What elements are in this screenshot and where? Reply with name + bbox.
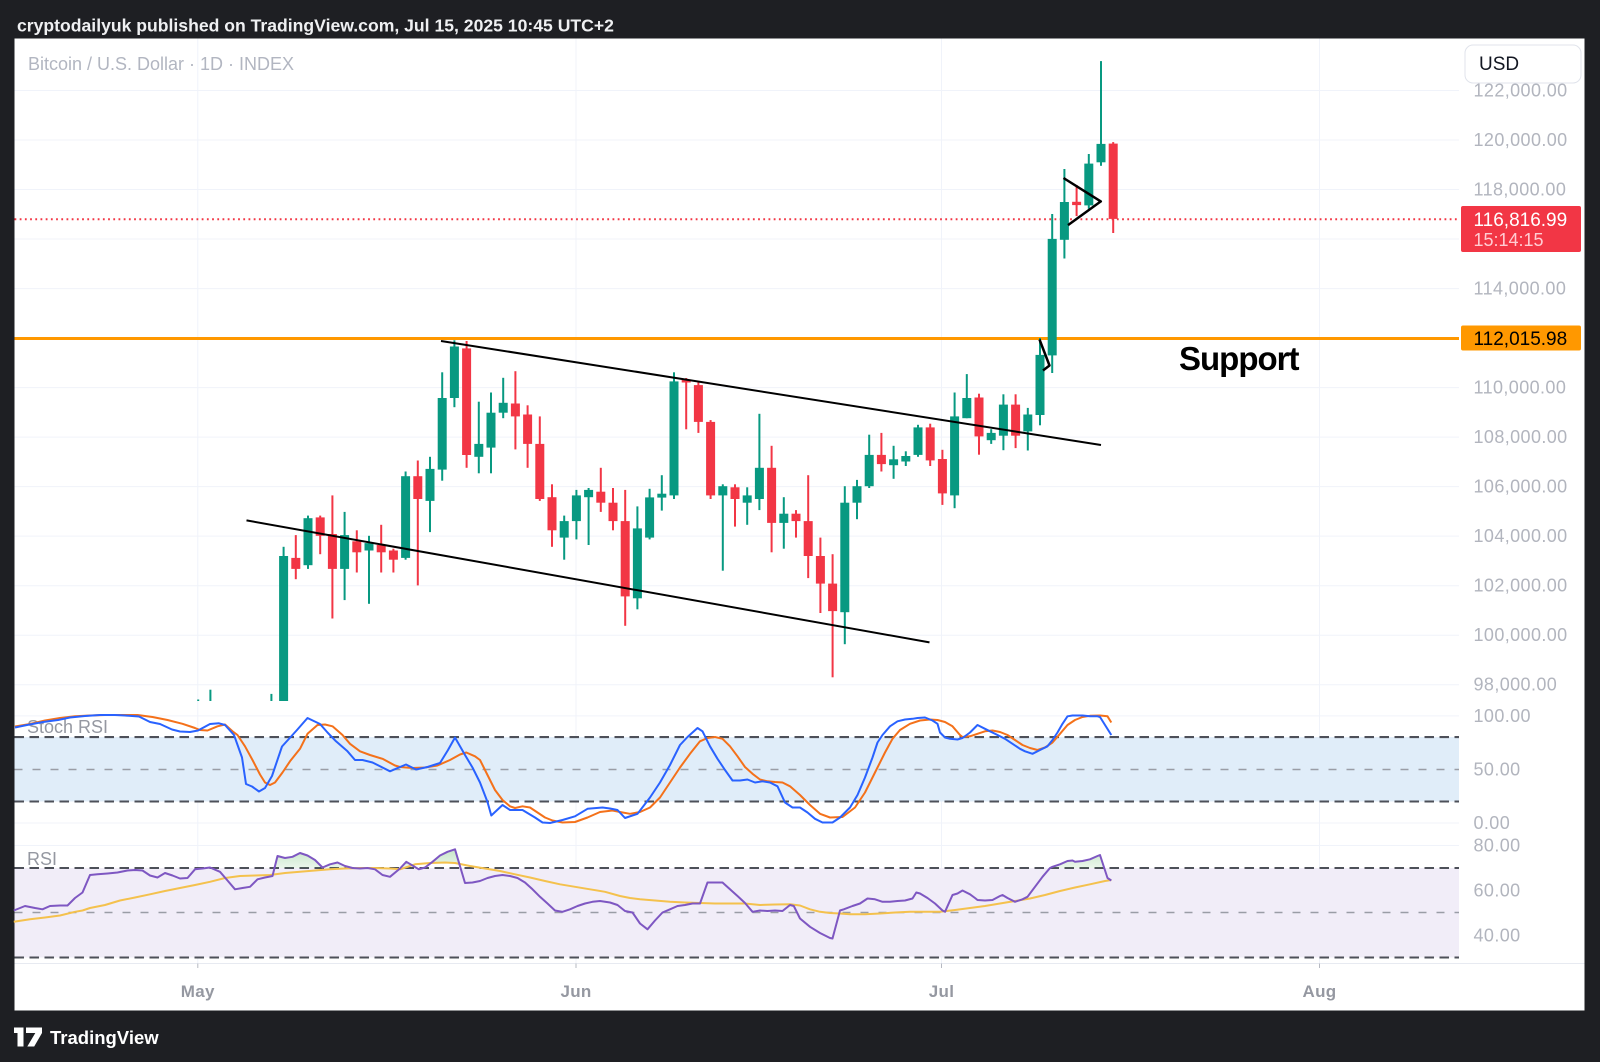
svg-text:Bitcoin / U.S. Dollar · 1D · I: Bitcoin / U.S. Dollar · 1D · INDEX [28, 54, 294, 74]
svg-text:122,000.00: 122,000.00 [1474, 81, 1568, 101]
svg-text:0.00: 0.00 [1474, 813, 1511, 833]
svg-text:116,816.99: 116,816.99 [1474, 210, 1568, 231]
svg-text:USD: USD [1479, 54, 1519, 75]
svg-text:May: May [181, 982, 215, 1001]
svg-text:TradingView: TradingView [50, 1027, 159, 1048]
svg-text:100,000.00: 100,000.00 [1474, 625, 1568, 645]
svg-text:118,000.00: 118,000.00 [1474, 180, 1567, 200]
svg-text:cryptodailyuk published on Tra: cryptodailyuk published on TradingView.c… [17, 16, 614, 36]
svg-text:60.00: 60.00 [1474, 881, 1521, 901]
svg-text:Jul: Jul [929, 982, 954, 1001]
svg-text:104,000.00: 104,000.00 [1474, 526, 1568, 546]
svg-text:15:14:15: 15:14:15 [1474, 230, 1544, 250]
svg-text:108,000.00: 108,000.00 [1474, 427, 1568, 447]
svg-text:Support: Support [1179, 340, 1299, 377]
svg-text:120,000.00: 120,000.00 [1474, 130, 1568, 150]
svg-text:98,000.00: 98,000.00 [1474, 675, 1558, 695]
svg-text:110,000.00: 110,000.00 [1474, 378, 1567, 398]
svg-text:102,000.00: 102,000.00 [1474, 576, 1568, 596]
svg-text:Jun: Jun [560, 982, 591, 1001]
svg-text:Stoch RSI: Stoch RSI [27, 717, 108, 737]
svg-text:50.00: 50.00 [1474, 760, 1521, 780]
svg-text:106,000.00: 106,000.00 [1474, 477, 1568, 497]
svg-text:Aug: Aug [1303, 982, 1337, 1001]
svg-text:114,000.00: 114,000.00 [1474, 279, 1567, 299]
svg-text:80.00: 80.00 [1474, 836, 1521, 856]
svg-text:100.00: 100.00 [1474, 706, 1531, 726]
svg-text:RSI: RSI [27, 849, 57, 869]
svg-text:112,015.98: 112,015.98 [1474, 329, 1568, 350]
svg-text:40.00: 40.00 [1474, 926, 1521, 946]
